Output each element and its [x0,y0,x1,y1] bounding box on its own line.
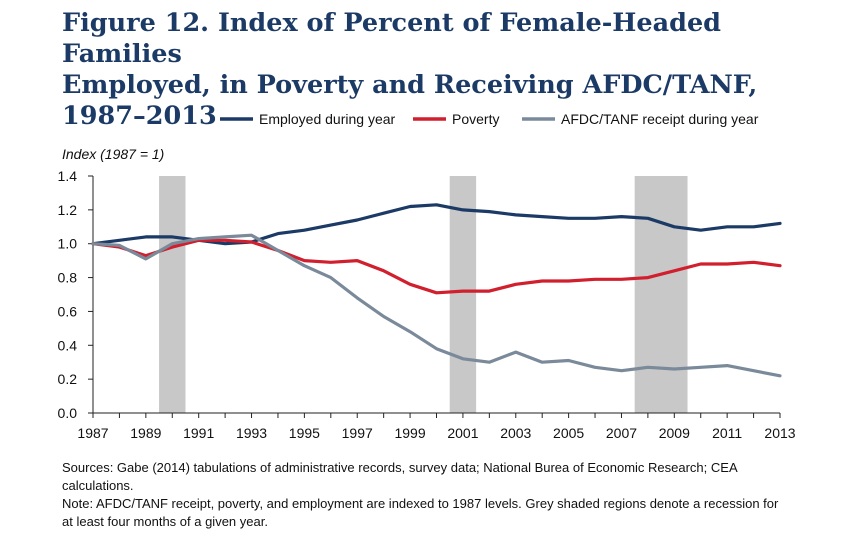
x-tick-label-2013: 2013 [764,425,795,441]
y-axis-label: Index (1987 = 1) [62,146,164,162]
recession-band-3 [634,176,688,413]
y-tick-label-1.0: 1.0 [58,236,78,252]
axes-group: 0.0 0.2 0.4 0.6 0.8 1.0 1.2 1.4 1987 1989 1991 1993… [58,168,796,441]
legend-label-2: Poverty [452,111,499,127]
x-tick-label-1993: 1993 [236,425,267,441]
y-tick-label-1.2: 1.2 [58,202,78,218]
chart-title: Figure 12. Index of Percent of Female-He… [62,8,802,132]
x-tick-label-1999: 1999 [394,425,425,441]
x-tick-label-2011: 2011 [712,425,742,441]
y-tick-label-0.2: 0.2 [58,371,78,387]
y-tick-label-0.0: 0.0 [58,405,78,421]
chart-title-line-3: 1987–2013 [62,101,217,131]
y-tick-label-1.4: 1.4 [58,168,78,184]
x-tick-label-2003: 2003 [500,425,531,441]
recession-band-1 [159,176,186,413]
legend: Employed during year Poverty AFDC/TANF rec… [220,111,759,127]
y-tick-label-0.8: 0.8 [58,270,78,286]
x-tick-label-1989: 1989 [130,425,161,441]
x-tick-label-2007: 2007 [606,425,637,441]
recession-note: Note: AFDC/TANF receipt, poverty, and em… [62,496,779,529]
recession-band-2 [449,176,477,413]
recession-shading-group [159,176,688,413]
chart-title-line-1: Figure 12. Index of Percent of Female-He… [62,8,722,69]
x-tick-label-1995: 1995 [289,425,320,441]
x-tick-label-2005: 2005 [553,425,584,441]
sources-note: Sources: Gabe (2014) tabulations of admi… [62,460,737,493]
legend-label-3: AFDC/TANF receipt during year [561,111,759,127]
series-line-poverty [91,238,782,295]
x-tick-label-2009: 2009 [659,425,690,441]
chart-title-line-2: Employed, in Poverty and Receiving AFDC/… [62,70,758,100]
series-line-afdc-tanf-receipt-during-year [91,233,782,378]
notes-block: Sources: Gabe (2014) tabulations of admi… [62,459,792,531]
x-tick-label-1987: 1987 [77,425,108,441]
legend-label-1: Employed during year [259,111,396,127]
y-tick-label-0.4: 0.4 [58,337,78,353]
y-tick-label-0.6: 0.6 [58,303,78,319]
series-group [91,203,782,378]
x-tick-label-1991: 1991 [183,425,214,441]
x-tick-label-1997: 1997 [342,425,373,441]
x-tick-label-2001: 2001 [447,425,478,441]
